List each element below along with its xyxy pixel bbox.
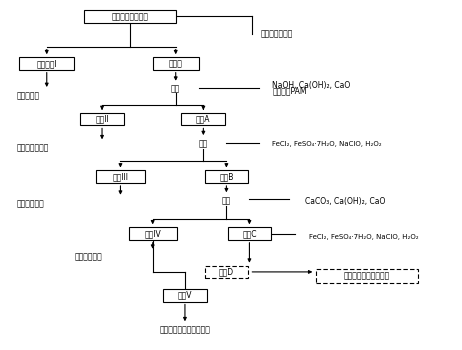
- Text: FeCl₂, FeSO₄·7H₂O, NaClO, H₂O₂: FeCl₂, FeSO₄·7H₂O, NaClO, H₂O₂: [273, 141, 382, 147]
- Bar: [96, 170, 145, 183]
- Text: 滤液B: 滤液B: [219, 172, 234, 181]
- Bar: [163, 289, 207, 302]
- Text: 滤液D: 滤液D: [219, 267, 234, 276]
- Text: 催化剂、阵垃: 催化剂、阵垃: [17, 199, 44, 208]
- Text: 含镙含磷有机废水: 含镙含磷有机废水: [111, 12, 148, 21]
- Bar: [228, 227, 271, 240]
- Text: 工业园区污水处理系统: 工业园区污水处理系统: [344, 272, 390, 281]
- Text: 滤液A: 滤液A: [196, 115, 211, 124]
- Text: 加入少量PAM: 加入少量PAM: [273, 86, 307, 95]
- Bar: [84, 10, 176, 23]
- Text: 滤液IV: 滤液IV: [144, 229, 161, 238]
- Bar: [316, 269, 418, 283]
- Text: 催化剂、电极材料、锴镙: 催化剂、电极材料、锴镙: [159, 326, 210, 335]
- Text: FeCl₂, FeSO₄·7H₂O, NaClO, H₂O₂: FeCl₂, FeSO₄·7H₂O, NaClO, H₂O₂: [309, 234, 419, 240]
- Text: 脉冲或重放电解: 脉冲或重放电解: [261, 30, 293, 38]
- Bar: [205, 266, 248, 278]
- Text: 滤液C: 滤液C: [242, 229, 257, 238]
- Text: 压滤: 压滤: [199, 139, 208, 148]
- Text: 滤液V: 滤液V: [178, 291, 192, 300]
- Text: 滤渣III: 滤渣III: [112, 172, 128, 181]
- Text: 电解液: 电解液: [169, 59, 182, 68]
- Text: CaCO₃, Ca(OH)₂, CaO: CaCO₃, Ca(OH)₂, CaO: [305, 197, 385, 206]
- Text: 压滤: 压滤: [171, 84, 180, 93]
- Text: 耐腐蚀材料: 耐腐蚀材料: [17, 91, 40, 100]
- Bar: [80, 113, 124, 126]
- Text: NaOH, Ca(OH)₂, CaO: NaOH, Ca(OH)₂, CaO: [273, 80, 351, 90]
- Bar: [128, 227, 177, 240]
- Bar: [153, 57, 199, 70]
- Bar: [182, 113, 225, 126]
- Text: 电解产品I: 电解产品I: [36, 59, 57, 68]
- Bar: [205, 170, 248, 183]
- Text: 压滤: 压滤: [222, 197, 231, 206]
- Text: 燃料、添加剂: 燃料、添加剂: [74, 252, 102, 261]
- Text: 调节剂、稳定剂: 调节剂、稳定剂: [17, 143, 49, 152]
- Bar: [19, 57, 74, 70]
- Text: 滤渣II: 滤渣II: [95, 115, 109, 124]
